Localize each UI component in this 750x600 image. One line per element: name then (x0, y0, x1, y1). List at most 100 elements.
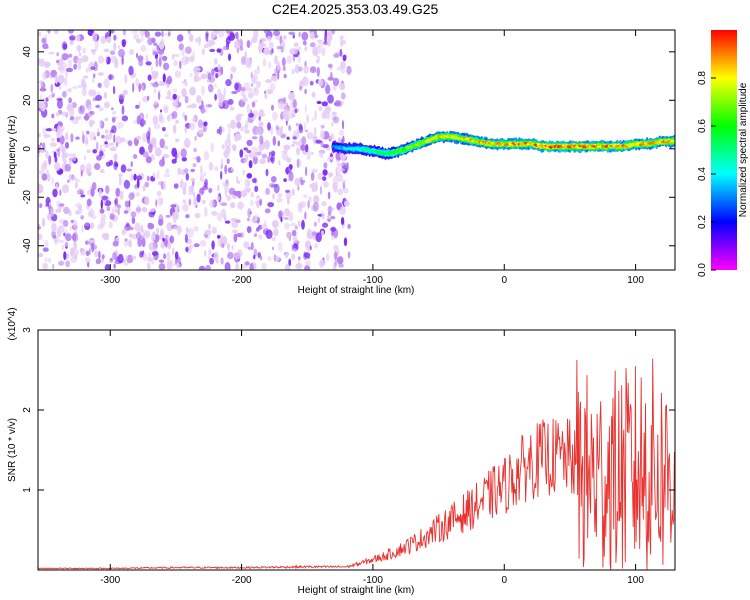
noise-blob (260, 113, 263, 118)
noise-blob (172, 53, 175, 60)
noise-blob (131, 216, 136, 224)
colorbar-label: Normalized spectral amplitude (738, 82, 749, 217)
noise-blob (232, 229, 238, 234)
noise-blob (103, 78, 110, 89)
noise-blob (56, 124, 62, 135)
noise-blob (304, 260, 311, 267)
noise-blob (231, 244, 234, 250)
noise-blob (339, 206, 346, 216)
noise-blob (93, 61, 98, 72)
snr-x-tick-label: 100 (627, 575, 644, 586)
noise-blob (301, 31, 309, 41)
noise-blob (74, 182, 78, 189)
noise-blob (68, 158, 72, 167)
noise-blob (62, 90, 67, 98)
noise-blob (169, 235, 175, 244)
noise-blob (243, 147, 248, 151)
noise-blob (333, 84, 337, 91)
noise-blob (113, 34, 117, 41)
noise-blob (201, 100, 204, 109)
noise-blob (338, 256, 343, 263)
noise-blob (251, 178, 257, 184)
noise-blob (143, 230, 151, 239)
noise-blob (321, 200, 327, 207)
noise-blob (229, 202, 236, 209)
noise-blob (167, 32, 171, 37)
noise-blob (68, 97, 72, 104)
noise-blob (234, 135, 239, 142)
noise-blob (258, 234, 263, 240)
noise-blob (271, 246, 274, 251)
noise-blob (99, 144, 102, 150)
noise-blob (163, 62, 170, 71)
noise-blob (218, 93, 225, 104)
noise-blob (271, 104, 274, 111)
noise-blob (48, 155, 52, 165)
noise-blob (321, 101, 328, 107)
noise-blob (172, 125, 176, 132)
noise-blob (44, 134, 51, 138)
noise-blob (118, 48, 125, 58)
noise-blob (66, 153, 74, 157)
noise-blob (333, 251, 338, 260)
noise-blob (295, 263, 303, 270)
noise-blob (246, 139, 253, 147)
noise-blob (92, 149, 97, 154)
noise-blob (58, 203, 65, 207)
noise-blob (244, 129, 250, 134)
noise-blob (312, 117, 315, 121)
noise-blob (146, 135, 151, 144)
noise-blob (124, 238, 128, 242)
noise-blob (184, 126, 187, 134)
noise-blob (115, 187, 121, 197)
noise-blob (262, 58, 267, 67)
noise-blob (97, 82, 102, 88)
noise-blob (305, 129, 309, 133)
noise-blob (92, 77, 95, 83)
noise-blob (97, 72, 104, 76)
noise-blob (272, 74, 278, 82)
noise-blob (330, 30, 336, 35)
noise-blob (79, 52, 82, 57)
noise-blob (247, 87, 253, 92)
noise-blob (59, 189, 62, 196)
noise-blob (199, 239, 207, 247)
noise-blob (204, 249, 207, 257)
noise-blob (50, 83, 54, 93)
noise-blob (52, 235, 57, 239)
noise-blob (90, 222, 94, 230)
noise-blob (340, 42, 343, 48)
noise-blob (347, 251, 351, 259)
noise-blob (300, 181, 304, 186)
snr-y-tick-label: 1 (22, 487, 33, 493)
noise-blob (256, 195, 261, 200)
noise-blob (66, 88, 69, 93)
noise-blob (250, 83, 254, 87)
noise-blob (173, 226, 180, 230)
noise-blob (226, 36, 232, 40)
noise-blob (235, 219, 241, 223)
noise-blob (74, 34, 81, 42)
noise-blob (77, 63, 82, 70)
noise-blob (113, 134, 116, 144)
noise-blob (109, 146, 117, 152)
noise-blob (112, 240, 119, 247)
noise-blob (52, 263, 55, 270)
noise-blob (203, 121, 208, 127)
noise-blob (288, 171, 294, 182)
noise-blob (227, 133, 230, 142)
noise-blob (268, 61, 272, 69)
noise-blob (144, 181, 150, 188)
noise-blob (147, 262, 151, 270)
noise-blob (330, 227, 336, 232)
noise-blob (58, 260, 65, 266)
noise-blob (292, 235, 298, 243)
noise-blob (173, 218, 177, 224)
noise-blob (254, 214, 258, 222)
noise-blob (135, 77, 139, 87)
noise-blob (313, 221, 317, 227)
noise-blob (104, 141, 108, 145)
noise-blob (231, 167, 234, 172)
noise-blob (322, 176, 327, 182)
noise-blob (40, 94, 43, 101)
